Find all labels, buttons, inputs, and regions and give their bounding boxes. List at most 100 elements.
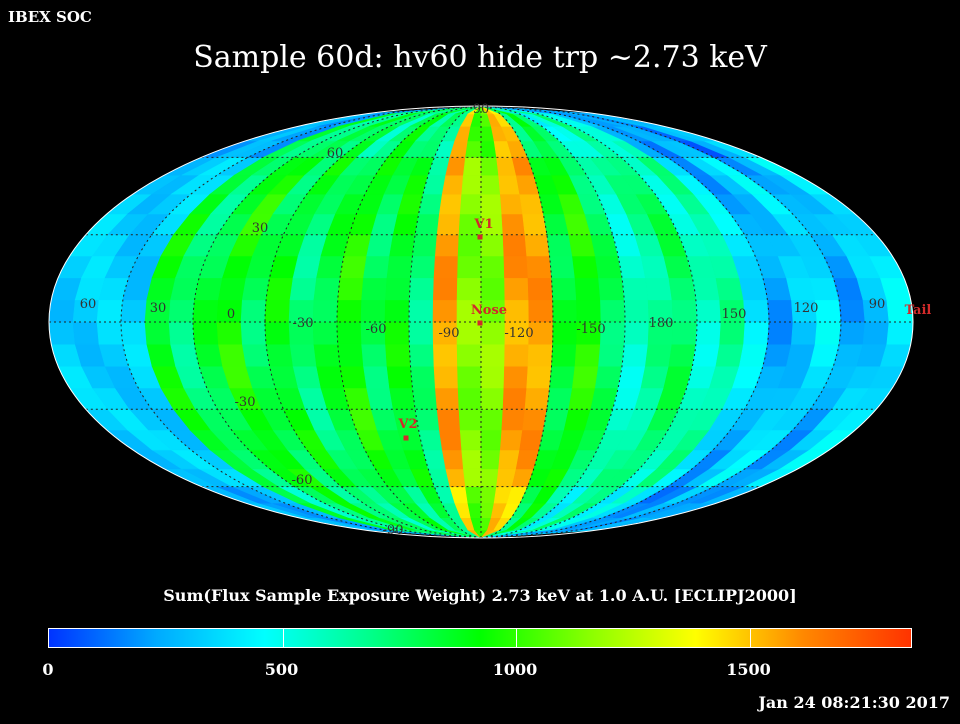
flux-cell — [337, 277, 364, 301]
flux-cell — [524, 387, 550, 410]
flux-cell — [241, 343, 270, 367]
flux-cell — [434, 234, 460, 257]
flux-cell — [526, 255, 552, 279]
flux-cell — [312, 299, 339, 323]
flux-cell — [457, 387, 482, 410]
flux-cell — [838, 299, 866, 323]
flux-cell — [337, 343, 364, 367]
flux-cell — [668, 277, 697, 301]
colorbar-tick-label: 1000 — [492, 660, 538, 679]
flux-cell — [621, 277, 649, 301]
flux-cell — [695, 299, 722, 323]
flux-cell — [503, 365, 529, 389]
flux-cell — [384, 299, 410, 323]
flux-cell — [385, 343, 411, 367]
flux-cell — [480, 277, 506, 301]
flux-cell — [366, 387, 394, 410]
agency-label: IBEX SOC — [8, 8, 92, 26]
flux-cell — [386, 255, 413, 279]
colorbar-tick — [282, 629, 284, 647]
flux-cell — [862, 321, 890, 345]
flux-cell — [336, 321, 362, 345]
flux-cell — [264, 299, 291, 323]
v2-label: V2 — [397, 417, 417, 432]
flux-cell — [645, 277, 673, 301]
flux-cell — [392, 213, 419, 235]
flux-cell — [527, 277, 553, 301]
flux-cell — [551, 343, 577, 367]
flux-strips — [49, 106, 913, 538]
colorbar-tick-label: 500 — [264, 660, 299, 679]
flux-cell — [361, 343, 388, 367]
latitude-label: -30 — [235, 395, 256, 410]
flux-cell — [339, 365, 368, 389]
flux-cell — [480, 174, 501, 195]
longitude-label: 90 — [869, 297, 886, 312]
flux-cell — [457, 255, 482, 279]
flux-cell — [715, 277, 744, 301]
flux-cell — [436, 213, 461, 235]
latitude-label: -60 — [292, 473, 313, 488]
flux-cell — [598, 343, 625, 367]
longitude-label: 150 — [722, 307, 747, 322]
markers: V1 Nose V2 Tail — [397, 217, 931, 441]
flux-cell — [499, 429, 523, 451]
flux-cell — [814, 299, 842, 323]
flux-cell — [385, 277, 411, 301]
flux-cell — [436, 408, 461, 431]
timestamp: Jan 24 08:21:30 2017 — [758, 693, 950, 712]
flux-cell — [386, 365, 413, 389]
flux-cell — [265, 277, 294, 301]
flux-cell — [692, 277, 721, 301]
longitude-label: 0 — [227, 307, 235, 322]
meridian-line — [480, 106, 698, 538]
flux-cell — [49, 299, 76, 323]
flux-cell — [432, 299, 458, 323]
flux-cell — [216, 321, 243, 345]
flux-cell — [576, 299, 602, 323]
flux-cell — [461, 174, 482, 195]
longitude-label: 30 — [150, 301, 167, 316]
flux-cell — [432, 343, 458, 367]
longitude-label: -30 — [293, 316, 314, 331]
flux-cell — [459, 193, 482, 215]
flux-cell — [886, 321, 913, 345]
v1-marker — [477, 234, 483, 240]
flux-cell — [546, 234, 573, 257]
flux-cell — [594, 255, 623, 279]
flux-cell — [96, 321, 124, 345]
flux-cell — [409, 343, 435, 367]
nose-label: Nose — [471, 303, 507, 318]
latitude-label: 90 — [473, 102, 490, 117]
flux-cell — [441, 174, 464, 195]
flux-cell — [645, 343, 673, 367]
flux-cell — [218, 343, 247, 367]
flux-cell — [312, 321, 339, 345]
coordinate-grid — [49, 106, 913, 538]
flux-cell — [433, 365, 459, 389]
map-title: Sample 60d: hv60 hide trp ~2.73 keV — [193, 40, 767, 75]
flux-cell — [168, 321, 195, 345]
flux-cell — [170, 277, 200, 301]
flux-cell — [502, 234, 528, 257]
flux-cell — [719, 321, 746, 345]
flux-cell — [96, 299, 124, 323]
flux-cell — [552, 321, 578, 345]
nose-marker — [477, 320, 483, 326]
flux-cell — [408, 321, 434, 345]
flux-cell — [465, 486, 482, 504]
flux-cell — [49, 321, 76, 345]
longitude-label: -60 — [366, 322, 387, 337]
flux-cell — [433, 255, 459, 279]
flux-cell — [389, 234, 416, 257]
colorbar-tick-label: 1500 — [726, 660, 771, 679]
flux-cell — [743, 321, 770, 345]
flux-cell — [668, 343, 697, 367]
flux-cell — [192, 321, 219, 345]
flux-cell — [598, 277, 625, 301]
flux-cell — [551, 277, 577, 301]
flux-cell — [743, 299, 770, 323]
flux-cell — [240, 321, 267, 345]
longitude-label: -120 — [504, 326, 533, 341]
colorbar-tick-label: 0 — [42, 660, 54, 679]
